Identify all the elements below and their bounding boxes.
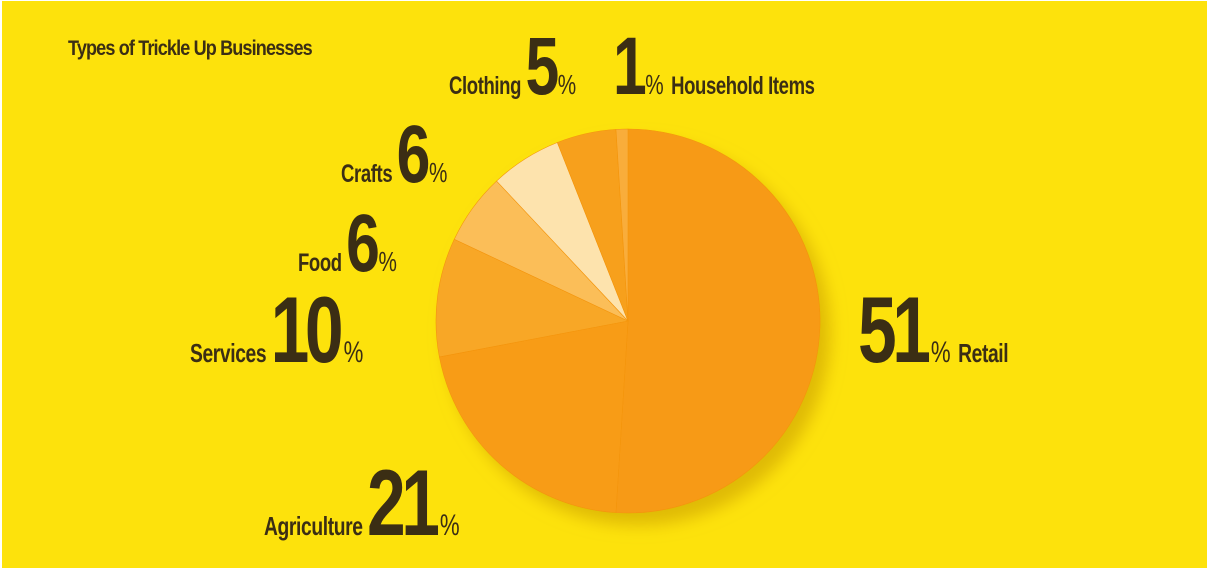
slice-value-household-items: 1 bbox=[613, 21, 647, 112]
slice-name-services: Services bbox=[190, 338, 267, 368]
slice-value-crafts: 6 bbox=[396, 109, 431, 200]
slice-label-food: Food 6 % bbox=[298, 203, 397, 285]
percent-sign: % bbox=[645, 69, 664, 100]
chart-canvas: Types of Trickle Up Businesses 51 % Reta… bbox=[2, 1, 1207, 568]
slice-label-household-items: 1 % Household Items bbox=[613, 26, 815, 108]
slice-name-retail: Retail bbox=[958, 338, 1009, 368]
chart-title: Types of Trickle Up Businesses bbox=[68, 37, 313, 60]
slice-value-food: 6 bbox=[346, 198, 380, 289]
percent-sign: % bbox=[428, 157, 448, 188]
slice-label-crafts: Crafts 6 % bbox=[341, 114, 447, 196]
slice-name-agriculture: Agriculture bbox=[264, 511, 363, 541]
pie-slices bbox=[435, 128, 821, 514]
slice-name-food: Food bbox=[298, 249, 342, 277]
percent-sign: % bbox=[343, 336, 364, 369]
slice-label-services: Services 10 % bbox=[190, 283, 363, 377]
percent-sign: % bbox=[439, 509, 460, 542]
pie-slice-retail bbox=[615, 128, 821, 514]
percent-sign: % bbox=[557, 69, 577, 100]
pie-slice-services bbox=[435, 238, 629, 358]
percent-sign: % bbox=[378, 246, 397, 277]
slice-name-clothing: Clothing bbox=[449, 72, 522, 100]
slice-label-retail: 51 % Retail bbox=[858, 277, 1009, 382]
slice-value-agriculture: 21 bbox=[366, 450, 440, 555]
slice-value-clothing: 5 bbox=[525, 21, 559, 112]
pie-slice-agriculture bbox=[439, 320, 629, 513]
percent-sign: % bbox=[930, 336, 951, 369]
slice-value-services: 10 bbox=[270, 277, 344, 382]
slice-name-household-items: Household Items bbox=[671, 72, 815, 100]
slice-name-crafts: Crafts bbox=[341, 160, 393, 188]
pie-slice-household-items bbox=[615, 128, 629, 322]
pie-chart bbox=[435, 128, 821, 514]
slice-label-clothing: Clothing 5 % bbox=[449, 26, 576, 108]
slice-value-retail: 51 bbox=[858, 277, 931, 382]
slice-label-agriculture: Agriculture 21 % bbox=[264, 456, 460, 550]
